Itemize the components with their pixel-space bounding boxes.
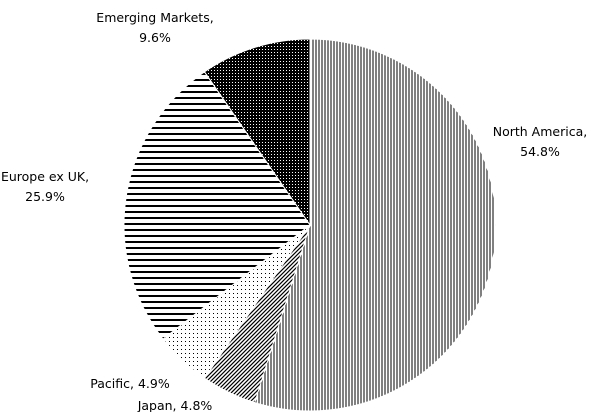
pie-slice (203, 38, 311, 227)
data-label: Japan, 4.8% (137, 398, 213, 412)
data-label: Europe ex UK, 25.9% (1, 169, 89, 204)
value-label: 25.9% (25, 189, 65, 204)
data-label: Emerging Markets, 9.6% (96, 10, 213, 45)
category-label: North America, (493, 124, 587, 139)
value-label: 4.9% (138, 376, 170, 391)
pie-slice (123, 71, 311, 340)
value-label: 4.8% (181, 398, 213, 412)
data-label: Pacific, 4.9% (90, 376, 170, 391)
category-label: Emerging Markets, (96, 10, 213, 25)
category-label: Japan, (137, 398, 177, 412)
pie-slice (254, 38, 497, 412)
data-label: North America, 54.8% (493, 124, 587, 159)
value-label: 54.8% (520, 144, 560, 159)
value-label: 9.6% (139, 30, 171, 45)
category-label: Pacific, (90, 376, 134, 391)
category-label: Europe ex UK, (1, 169, 89, 184)
